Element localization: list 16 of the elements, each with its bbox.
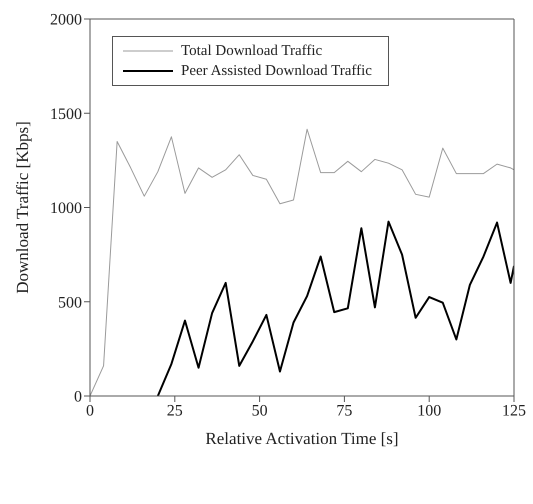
x-tick-label: 100	[417, 402, 442, 420]
legend-label: Peer Assisted Download Traffic	[181, 62, 372, 80]
x-axis-title: Relative Activation Time [s]	[205, 429, 399, 448]
y-tick-label: 1000	[50, 200, 82, 218]
legend-label: Total Download Traffic	[181, 42, 322, 60]
line-series	[156, 220, 514, 396]
y-tick-label: 500	[58, 294, 82, 312]
x-tick-label: 75	[336, 402, 352, 420]
y-tick-label: 0	[74, 388, 82, 406]
y-axis-title: Download Traffic [Kbps]	[13, 121, 32, 294]
x-tick-label: 125	[502, 402, 526, 420]
x-tick-label: 25	[166, 402, 183, 420]
x-tick-label: 0	[86, 402, 94, 420]
x-tick-label: 50	[252, 402, 268, 420]
y-tick-label: 2000	[50, 12, 82, 29]
y-tick-label: 1500	[50, 106, 82, 123]
